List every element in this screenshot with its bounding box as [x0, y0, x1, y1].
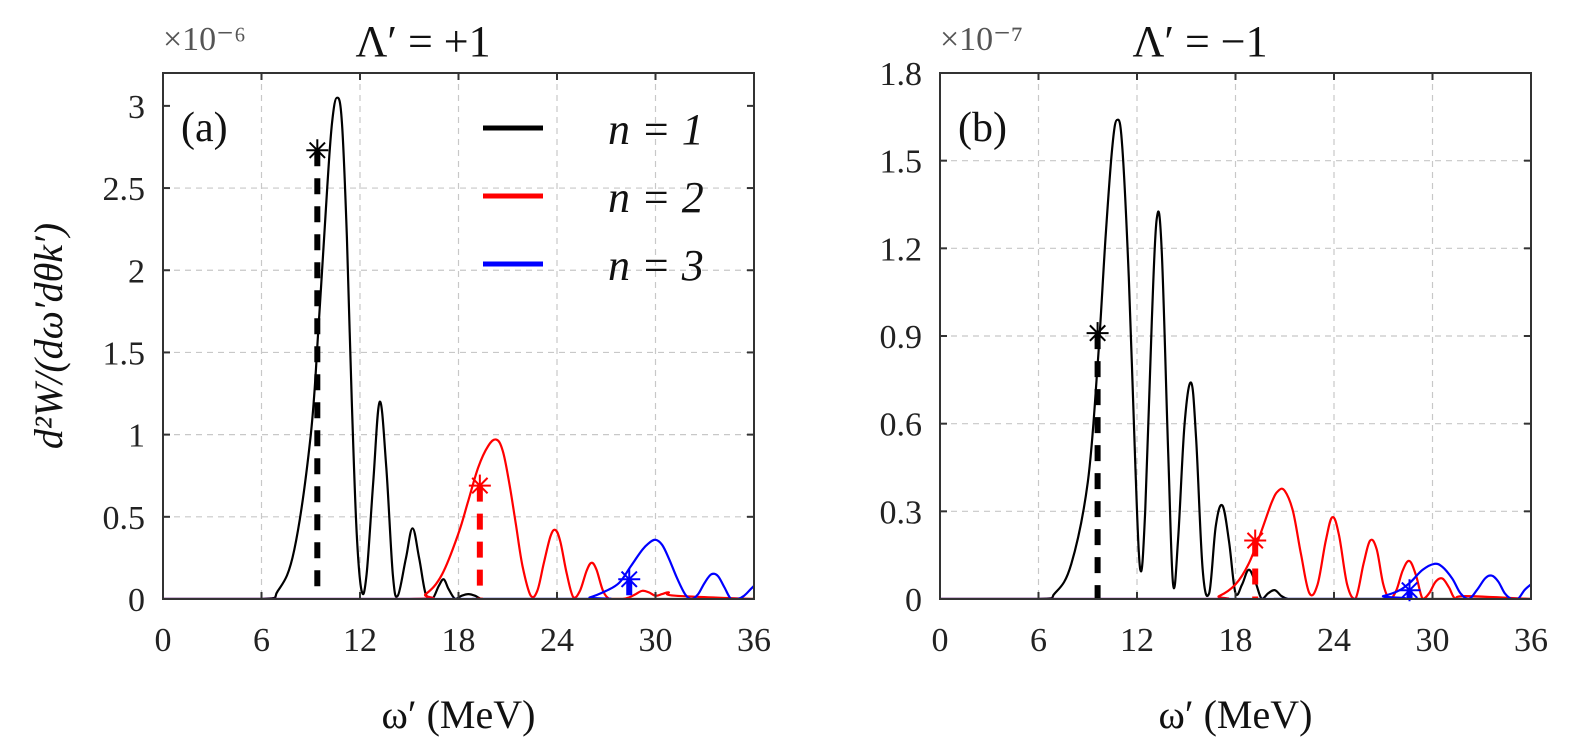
x-tick-label: 24	[540, 622, 574, 659]
y-tick-label: 3	[128, 89, 145, 126]
y-tick-label: 1.5	[103, 335, 146, 372]
panel-a-scale-label: ×10⁻⁶	[163, 21, 246, 58]
x-tick-label: 18	[1219, 622, 1253, 659]
threshold-marker	[1398, 579, 1421, 602]
legend-label: n = 3	[608, 241, 704, 290]
panel-b-label: (b)	[958, 105, 1007, 151]
panel-b-title: Λ′ = −1	[1132, 17, 1267, 66]
legend-label: n = 1	[608, 105, 704, 154]
threshold-marker	[306, 139, 329, 162]
y-tick-label: 1	[128, 418, 145, 455]
y-tick-label: 0.5	[103, 500, 146, 537]
panel-b-scale-label: ×10⁻⁷	[940, 21, 1023, 58]
asterisk-stroke	[1089, 324, 1107, 342]
y-tick-label: 0.6	[880, 407, 923, 444]
y-tick-label: 1.5	[880, 144, 923, 181]
y-tick-label: 2.5	[103, 171, 146, 208]
x-tick-label: 36	[737, 622, 771, 659]
x-tick-label: 6	[1030, 622, 1047, 659]
threshold-marker	[618, 568, 641, 591]
series-line-n-3	[940, 562, 1531, 599]
legend: n = 1 n = 2 n = 3	[483, 105, 704, 290]
x-tick-label: 0	[155, 622, 172, 659]
threshold-marker	[468, 474, 491, 497]
threshold-marker	[1086, 322, 1109, 345]
threshold-marker	[1244, 529, 1267, 552]
panel-b-grid	[940, 73, 1531, 599]
asterisk-stroke	[1246, 532, 1264, 549]
y-tick-label: 1.2	[880, 231, 923, 268]
y-tick-label: 0.3	[880, 494, 923, 531]
x-tick-label: 6	[253, 622, 270, 659]
panel-b-ticks: 0 6 12 18 24 30 36 0 0.3 0.6 0.9 1.2 1.5 1.8	[880, 56, 1549, 659]
panel-a-markers	[306, 139, 641, 599]
y-tick-label: 2	[128, 253, 145, 290]
x-tick-label: 0	[932, 622, 949, 659]
panel-a-xlabel: ω′ (MeV)	[382, 692, 536, 737]
y-tick-label: 1.8	[880, 56, 923, 93]
asterisk-stroke	[1401, 581, 1418, 599]
panel-b-markers	[1086, 322, 1421, 602]
panel-a-title: Λ′ = +1	[355, 17, 490, 66]
series-line-n-1	[940, 118, 1531, 599]
y-axis-label: d²W/(dω′dθk′)	[26, 223, 71, 449]
asterisk-stroke	[471, 477, 489, 494]
x-tick-label: 12	[343, 622, 377, 659]
panel-a-ticks: 0 6 12 18 24 30 36 0 0.5 1 1.5 2 2.5 3	[103, 73, 771, 659]
panel-b-xlabel: ω′ (MeV)	[1159, 692, 1313, 737]
x-tick-label: 30	[1416, 622, 1450, 659]
x-tick-label: 18	[442, 622, 476, 659]
y-tick-label: 0	[128, 582, 145, 619]
x-tick-label: 30	[639, 622, 673, 659]
series-line-n-1	[163, 96, 754, 599]
panel-a-label: (a)	[181, 105, 228, 151]
legend-label: n = 2	[608, 173, 704, 222]
x-tick-label: 24	[1317, 622, 1351, 659]
asterisk-stroke	[308, 141, 326, 159]
y-tick-label: 0	[905, 582, 922, 619]
asterisk-stroke	[620, 570, 638, 588]
x-tick-label: 36	[1514, 622, 1548, 659]
x-tick-label: 12	[1120, 622, 1154, 659]
y-tick-label: 0.9	[880, 319, 923, 356]
series-line-n-2	[163, 438, 754, 599]
